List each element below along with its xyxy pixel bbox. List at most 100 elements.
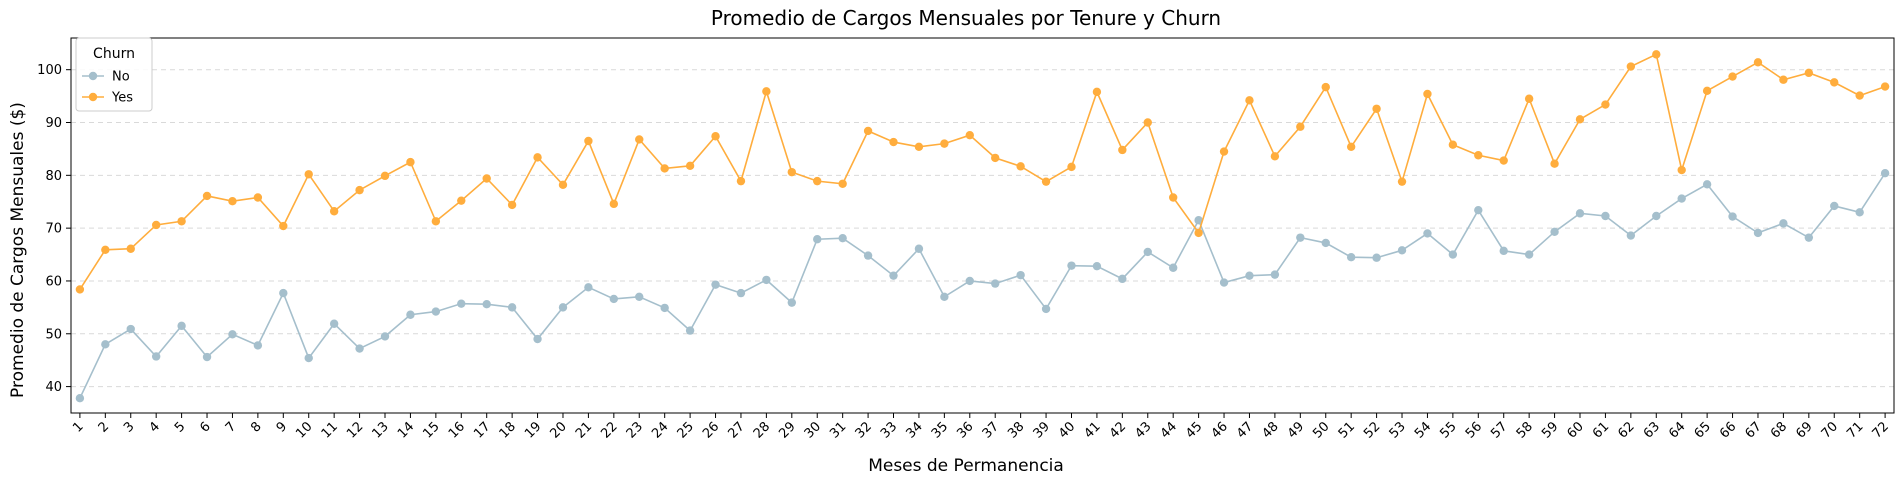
data-point <box>1372 253 1381 262</box>
data-point <box>380 332 390 341</box>
data-point <box>813 235 822 244</box>
data-point <box>1626 231 1636 240</box>
data-point <box>202 352 212 362</box>
data-point <box>1855 91 1864 100</box>
data-point <box>914 244 924 253</box>
y-tick-label: 60 <box>45 274 62 289</box>
series-layer <box>75 50 1890 403</box>
data-point <box>1601 211 1610 221</box>
series-line-no <box>79 172 1886 399</box>
legend-label: Yes <box>111 91 133 106</box>
data-point <box>558 303 568 312</box>
data-point <box>1041 177 1051 186</box>
data-point <box>1397 246 1407 255</box>
data-point <box>838 233 847 243</box>
data-point <box>1448 250 1458 259</box>
data-point <box>1397 177 1407 186</box>
data-point <box>1677 165 1686 175</box>
data-point <box>940 139 949 148</box>
data-point <box>151 352 161 361</box>
data-point <box>1219 278 1229 287</box>
legend-label: No <box>112 70 130 85</box>
legend-swatch-marker <box>88 92 98 102</box>
legend-title: Churn <box>93 46 135 62</box>
data-point <box>1041 304 1051 314</box>
data-point <box>965 276 974 286</box>
data-point <box>889 271 898 280</box>
data-point <box>507 200 517 210</box>
data-point <box>1016 270 1025 280</box>
data-point <box>329 319 339 328</box>
data-point <box>1423 229 1432 238</box>
data-point <box>1143 118 1152 127</box>
data-point <box>482 174 491 183</box>
data-point <box>1880 82 1890 91</box>
data-point <box>584 283 593 292</box>
data-point <box>457 196 466 205</box>
data-point <box>1321 238 1330 248</box>
data-point <box>1296 233 1305 242</box>
data-point <box>940 292 949 302</box>
data-point <box>533 153 542 162</box>
data-point <box>1830 78 1839 87</box>
data-point <box>635 292 644 302</box>
data-point <box>1372 104 1381 113</box>
data-point <box>177 321 186 331</box>
data-point <box>1499 156 1508 165</box>
data-point <box>1804 68 1814 78</box>
data-point <box>1118 274 1127 284</box>
data-point <box>1067 261 1076 270</box>
data-point <box>787 167 797 177</box>
data-point <box>1067 162 1076 172</box>
data-point <box>787 298 797 307</box>
data-point <box>1423 89 1432 99</box>
legend-box <box>75 37 153 112</box>
data-point <box>863 251 873 260</box>
series-line-yes <box>79 53 1886 290</box>
y-tick-label: 100 <box>37 63 62 78</box>
data-point <box>1321 82 1330 92</box>
data-point <box>711 132 720 141</box>
data-point <box>431 217 441 226</box>
data-point <box>304 353 313 363</box>
data-point <box>406 310 415 319</box>
data-point <box>1448 140 1458 149</box>
data-point <box>482 299 491 309</box>
data-point <box>75 285 85 294</box>
data-point <box>228 330 237 339</box>
data-point <box>685 326 695 335</box>
data-point <box>1524 250 1534 259</box>
data-point <box>1194 216 1203 225</box>
data-point <box>279 221 288 231</box>
legend: Churn No Yes <box>75 37 153 112</box>
y-tick-label: 80 <box>45 169 62 184</box>
data-point <box>1168 263 1178 272</box>
data-point <box>126 244 135 253</box>
data-point <box>1474 205 1483 215</box>
data-point <box>584 136 593 146</box>
data-point <box>838 179 847 188</box>
data-point <box>151 220 161 230</box>
chart-title: Promedio de Cargos Mensuales por Tenure … <box>711 6 1221 30</box>
data-point <box>660 303 669 313</box>
data-point <box>1804 233 1814 242</box>
data-point <box>609 199 619 209</box>
data-point <box>1830 201 1839 211</box>
data-point <box>253 193 263 202</box>
data-point <box>1779 219 1788 228</box>
data-point <box>507 303 517 312</box>
data-point <box>1219 147 1229 156</box>
data-point <box>1016 162 1025 171</box>
data-point <box>558 180 568 190</box>
data-point <box>991 279 1000 288</box>
data-point <box>736 288 746 298</box>
data-point <box>965 130 974 140</box>
data-point <box>75 394 85 403</box>
data-point <box>1346 252 1356 262</box>
data-point <box>1702 86 1712 96</box>
data-point <box>355 344 364 353</box>
data-point <box>1474 151 1483 160</box>
data-point <box>685 161 695 171</box>
series-no <box>75 169 1890 403</box>
data-point <box>101 245 110 254</box>
